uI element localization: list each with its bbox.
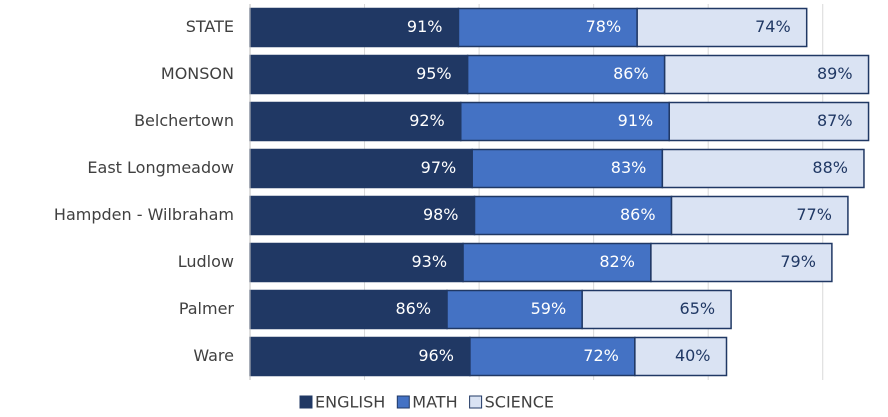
legend-label: SCIENCE	[485, 393, 554, 412]
bar-segment	[249, 54, 469, 95]
data-label: 98%	[423, 205, 459, 224]
bar-segment	[466, 54, 666, 95]
data-label: 72%	[583, 346, 619, 365]
data-label: 97%	[421, 158, 457, 177]
bar-segment	[663, 54, 870, 95]
bar-segment	[462, 242, 652, 283]
legend-label: ENGLISH	[315, 393, 385, 412]
data-label: 77%	[796, 205, 832, 224]
y-tick-label: Ware	[193, 346, 234, 365]
legend-label: MATH	[412, 393, 457, 412]
data-label: 74%	[755, 17, 791, 36]
data-label: 91%	[407, 17, 443, 36]
bar-segment	[471, 148, 664, 189]
data-label: 86%	[620, 205, 656, 224]
y-tick-label: Palmer	[179, 299, 235, 318]
data-label: 40%	[675, 346, 711, 365]
y-tick-label: Belchertown	[134, 111, 234, 130]
bar-segment	[634, 336, 728, 377]
bar-segment	[249, 7, 460, 48]
bar-segment	[249, 195, 476, 236]
bar-segment	[249, 148, 473, 189]
data-label: 83%	[611, 158, 647, 177]
data-label: 92%	[409, 111, 445, 130]
data-label: 78%	[586, 17, 622, 36]
bar-segment	[249, 101, 462, 142]
data-label: 89%	[817, 64, 853, 83]
bar-segment	[460, 101, 670, 142]
y-tick-label: Hampden - Wilbraham	[54, 205, 234, 224]
data-label: 88%	[812, 158, 848, 177]
data-label: 95%	[416, 64, 452, 83]
data-label: 91%	[618, 111, 654, 130]
y-tick-label: MONSON	[161, 64, 234, 83]
bar-segment	[469, 336, 636, 377]
data-label: 96%	[418, 346, 454, 365]
data-label: 86%	[395, 299, 431, 318]
data-label: 65%	[680, 299, 716, 318]
bar-segment	[650, 242, 833, 283]
bar-segment	[670, 195, 849, 236]
bar-segment	[668, 101, 870, 142]
y-tick-label: STATE	[186, 17, 234, 36]
bar-segment	[636, 7, 808, 48]
legend-swatch	[469, 395, 483, 409]
data-label: 79%	[780, 252, 816, 271]
legend-swatch	[396, 395, 410, 409]
data-label: 59%	[531, 299, 567, 318]
data-label: 93%	[411, 252, 447, 271]
bar-segment	[581, 289, 732, 330]
data-label: 82%	[599, 252, 635, 271]
bar-segment	[473, 195, 673, 236]
data-label: 86%	[613, 64, 649, 83]
data-label: 87%	[817, 111, 853, 130]
y-tick-label: East Longmeadow	[87, 158, 234, 177]
y-tick-label: Ludlow	[178, 252, 234, 271]
bar-segment	[661, 148, 865, 189]
legend-swatch	[299, 395, 313, 409]
